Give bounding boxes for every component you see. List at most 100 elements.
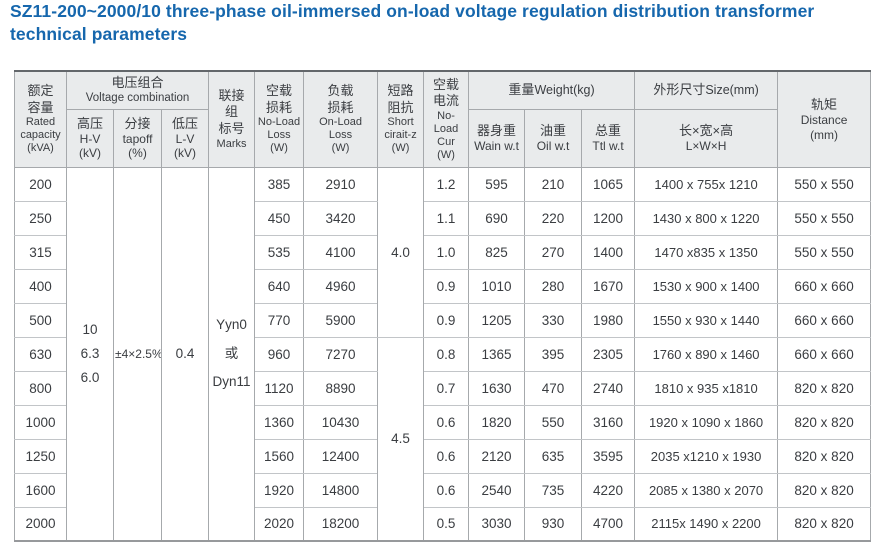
col-header-hv: 高压 H-V (kV) xyxy=(66,109,114,168)
cell-wain-weight: 3030 xyxy=(468,507,526,542)
col-header-lv-zh: 低压 xyxy=(172,115,199,131)
col-header-weight-group: 重量Weight(kg) xyxy=(468,71,636,110)
table-row: 250 450 3420 1.1 690 220 1200 1430 x 800… xyxy=(14,201,872,236)
col-header-lv-en: L-V (kV) xyxy=(174,132,197,161)
cell-on-load-loss: 3420 xyxy=(303,201,379,236)
technical-parameters-table: 额定 容量 Rated capacity (kVA) 电压组合 Voltage … xyxy=(14,70,872,542)
cell-oil-weight: 330 xyxy=(524,303,583,338)
cell-size: 1760 x 890 x 1460 xyxy=(634,337,779,372)
cell-on-load-loss: 2910 xyxy=(303,167,379,202)
cell-no-load-current: 0.6 xyxy=(423,439,470,474)
cell-oil-weight: 635 xyxy=(524,439,583,474)
cell-oil-weight: 550 xyxy=(524,405,583,440)
col-header-short-circuit-impedance: 短路 阻抗 Short cirait-z (W) xyxy=(377,71,425,168)
table-row: 2000 2020 18200 0.5 3030 930 4700 2115x … xyxy=(14,507,872,542)
cell-size: 1550 x 930 x 1440 xyxy=(634,303,779,338)
col-header-hv-zh: 高压 xyxy=(76,115,103,131)
col-header-size-group: 外形尺寸Size(mm) xyxy=(634,71,779,110)
page-title-line-1: SZ11-200~2000/10 three-phase oil-immerse… xyxy=(10,1,815,21)
cell-capacity: 400 xyxy=(14,269,67,304)
cell-size: 2085 x 1380 x 2070 xyxy=(634,473,779,508)
col-header-short-circuit-en: Short cirait-z (W) xyxy=(384,116,417,155)
col-header-rated-capacity-zh: 额定 容量 xyxy=(27,83,54,115)
cell-wain-weight: 595 xyxy=(468,167,526,202)
col-header-voltage-combination-en: Voltage combination xyxy=(85,91,190,104)
cell-no-load-loss: 2020 xyxy=(254,507,305,542)
header-row-groups: 额定 容量 Rated capacity (kVA) 电压组合 Voltage … xyxy=(14,71,872,168)
cell-on-load-loss: 8890 xyxy=(303,371,379,406)
cell-on-load-loss: 14800 xyxy=(303,473,379,508)
cell-size: 2035 x1210 x 1930 xyxy=(634,439,779,474)
cell-no-load-current: 0.7 xyxy=(423,371,470,406)
col-header-no-load-current: 空载 电流 No-Load Cur (W) xyxy=(423,71,470,168)
cell-oil-weight: 210 xyxy=(524,167,583,202)
col-header-voltage-combination-zh: 电压组合 xyxy=(111,75,164,91)
cell-distance: 820 x 820 xyxy=(777,405,872,440)
cell-wain-weight: 2120 xyxy=(468,439,526,474)
cell-lv-merged: 0.4 xyxy=(160,167,210,542)
cell-total-weight: 2305 xyxy=(581,337,636,372)
cell-size: 1430 x 800 x 1220 xyxy=(634,201,779,236)
cell-no-load-loss: 640 xyxy=(254,269,305,304)
cell-no-load-loss: 1920 xyxy=(254,473,305,508)
col-header-wain-zh: 器身重 xyxy=(477,122,517,138)
col-header-weight-en: Weight(kg) xyxy=(534,83,595,98)
col-header-short-circuit-zh: 短路 阻抗 xyxy=(387,83,414,115)
cell-size: 2115x 1490 x 2200 xyxy=(634,507,779,542)
cell-oil-weight: 280 xyxy=(524,269,583,304)
cell-distance: 820 x 820 xyxy=(777,371,872,406)
table-header: 额定 容量 Rated capacity (kVA) 电压组合 Voltage … xyxy=(14,71,872,168)
col-header-tapoff-zh: 分接 xyxy=(124,115,151,131)
table-row: 200 10 6.3 6.0 ±4×2.5% 0.4 Yyn0 或 Dyn11 … xyxy=(14,167,872,542)
col-header-rated-capacity: 额定 容量 Rated capacity (kVA) xyxy=(14,71,67,168)
cell-on-load-loss: 4100 xyxy=(303,235,379,270)
cell-on-load-loss: 5900 xyxy=(303,303,379,338)
cell-total-weight: 2740 xyxy=(581,371,636,406)
cell-wain-weight: 1630 xyxy=(468,371,526,406)
col-header-oil-en: Oil w.t xyxy=(536,139,570,154)
col-header-no-load-loss: 空载 损耗 No-Load Loss (W) xyxy=(254,71,305,168)
cell-capacity: 200 xyxy=(14,167,67,202)
cell-wain-weight: 1820 xyxy=(468,405,526,440)
cell-total-weight: 1400 xyxy=(581,235,636,270)
page-title: SZ11-200~2000/10 three-phase oil-immerse… xyxy=(10,0,876,47)
cell-wain-weight: 1205 xyxy=(468,303,526,338)
table-row: 315 535 4100 1.0 825 270 1400 1470 x835 … xyxy=(14,235,872,270)
cell-distance: 660 x 660 xyxy=(777,337,872,372)
col-header-lwh: 长×宽×高 L×W×H xyxy=(634,109,779,168)
table-row: 1000 1360 10430 0.6 1820 550 3160 1920 x… xyxy=(14,405,872,440)
cell-short-circuit-merged-2: 4.5 xyxy=(377,337,425,542)
cell-marks-merged: Yyn0 或 Dyn11 xyxy=(208,167,256,542)
col-header-no-load-loss-en: No-Load Loss (W) xyxy=(257,116,301,155)
cell-no-load-current: 1.1 xyxy=(423,201,470,236)
cell-size: 1470 x835 x 1350 xyxy=(634,235,779,270)
cell-capacity: 800 xyxy=(14,371,67,406)
cell-no-load-loss: 960 xyxy=(254,337,305,372)
table-row: 500 770 5900 0.9 1205 330 1980 1550 x 93… xyxy=(14,303,872,338)
cell-capacity: 250 xyxy=(14,201,67,236)
col-header-lv: 低压 L-V (kV) xyxy=(160,109,210,168)
col-header-tapoff: 分接 tapoff (%) xyxy=(113,109,162,168)
cell-total-weight: 4700 xyxy=(581,507,636,542)
table-row: 800 1120 8890 0.7 1630 470 2740 1810 x 9… xyxy=(14,371,872,406)
col-header-rated-capacity-en: Rated capacity (kVA) xyxy=(20,116,61,155)
cell-no-load-current: 0.6 xyxy=(423,473,470,508)
cell-distance: 820 x 820 xyxy=(777,507,872,542)
cell-no-load-current: 1.2 xyxy=(423,167,470,202)
cell-distance: 660 x 660 xyxy=(777,269,872,304)
cell-oil-weight: 395 xyxy=(524,337,583,372)
col-header-distance-zh: 轨矩 xyxy=(811,96,838,112)
cell-total-weight: 3160 xyxy=(581,405,636,440)
cell-distance: 550 x 550 xyxy=(777,167,872,202)
col-header-distance: 轨矩 Distance (mm) xyxy=(777,71,872,168)
cell-wain-weight: 690 xyxy=(468,201,526,236)
table-row: 630 960 7270 4.5 0.8 1365 395 2305 1760 … xyxy=(14,337,872,542)
cell-no-load-current: 0.6 xyxy=(423,405,470,440)
cell-distance: 550 x 550 xyxy=(777,235,872,270)
col-header-lwh-zh: 长×宽×高 xyxy=(678,122,734,138)
col-header-marks-en: Marks xyxy=(216,137,247,150)
col-header-size-en: Size(mm) xyxy=(705,83,759,98)
cell-on-load-loss: 7270 xyxy=(303,337,379,372)
col-header-wain-en: Wain w.t xyxy=(474,139,519,154)
cell-oil-weight: 220 xyxy=(524,201,583,236)
